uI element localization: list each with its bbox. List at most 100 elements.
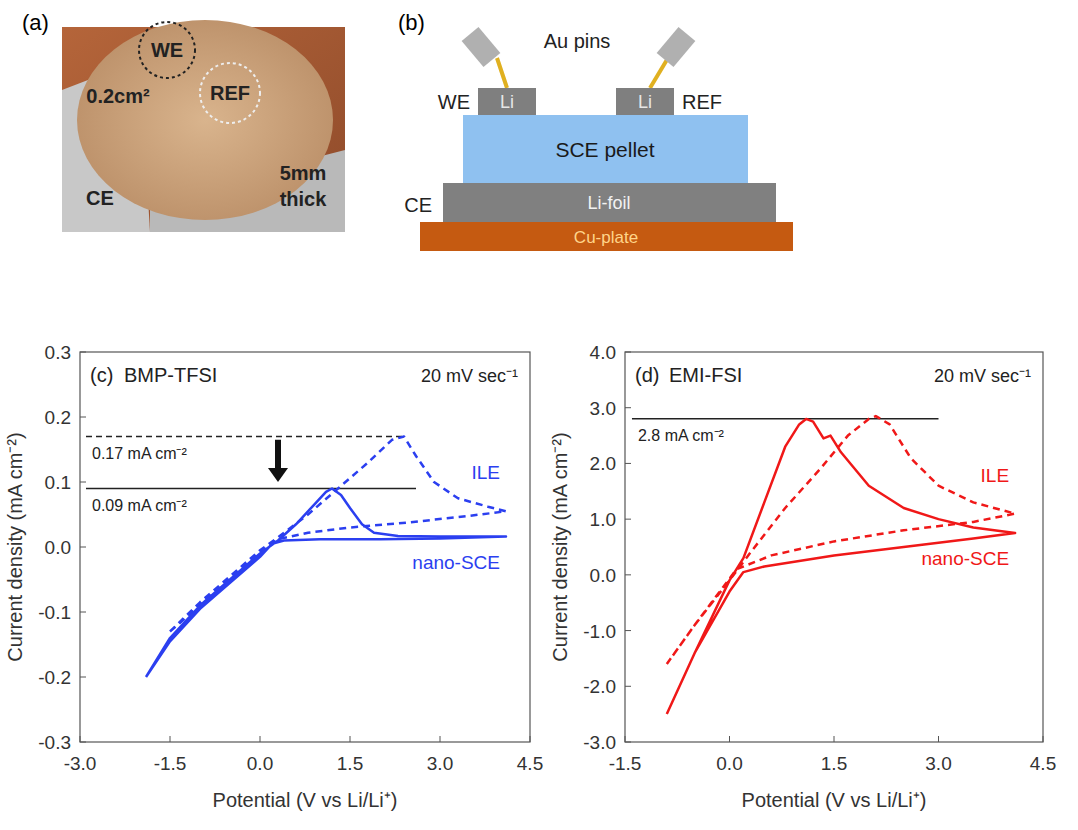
thickness-line: thick — [280, 188, 328, 210]
scan-rate: 20 mV sec⁻¹ — [934, 366, 1031, 386]
pins-label: Au pins — [544, 30, 611, 52]
li-label: Li — [500, 92, 514, 112]
y-tick — [625, 742, 631, 743]
plot-area — [86, 437, 506, 678]
panel-letter: (d) — [635, 364, 659, 386]
thickness-line: 5mm — [280, 162, 327, 184]
reference-line — [86, 488, 416, 490]
pellet-label: SCE pellet — [555, 138, 654, 161]
ce-label: CE — [86, 187, 114, 209]
ref-label: REF — [682, 91, 722, 113]
y-tick — [80, 612, 86, 613]
x-tick — [625, 736, 626, 742]
area-label: 0.2cm² — [86, 85, 150, 107]
cu-plate — [420, 222, 793, 251]
scan-rate: 20 mV sec⁻¹ — [421, 366, 518, 386]
y-tick-label: 0.3 — [45, 342, 71, 363]
x-tick-label: -1.5 — [154, 753, 187, 774]
y-tick-label: 3.0 — [590, 398, 616, 419]
y-tick-label: 1.0 — [590, 509, 616, 530]
annotation-label: 0.17 mA cm⁻² — [92, 445, 187, 462]
series-label: ILE — [981, 465, 1010, 486]
y-tick-label: 0.0 — [45, 537, 71, 558]
photo-panel: (a) WE REF 0.2cm² CE 5mm thick — [22, 10, 345, 232]
sce-pellet — [463, 115, 748, 183]
arrow — [268, 440, 288, 482]
ce-label: CE — [404, 194, 432, 216]
y-tick-label: -0.1 — [38, 602, 71, 623]
x-axis-title: Potential (V vs Li/Li⁺) — [213, 789, 398, 811]
x-tick — [80, 736, 81, 742]
y-axis-title: Current density (mA cm⁻²) — [4, 432, 26, 661]
y-tick — [625, 519, 631, 520]
y-tick-label: 0.2 — [45, 407, 71, 428]
panel-letter: (b) — [398, 10, 425, 35]
y-axis-title: Current density (mA cm⁻²) — [549, 432, 571, 661]
series-line — [170, 437, 506, 632]
series-label: nano-SCE — [412, 552, 500, 573]
panel-letter: (a) — [22, 10, 49, 35]
x-tick-label: 3.0 — [427, 753, 453, 774]
plate-label: Cu-plate — [574, 228, 638, 247]
y-tick-label: 0.1 — [45, 472, 71, 493]
x-tick — [530, 736, 531, 742]
chart-title: EMI-FSI — [669, 364, 742, 386]
y-tick-label: 2.0 — [590, 453, 616, 474]
y-tick — [625, 352, 631, 353]
y-tick-label: -1.0 — [583, 621, 616, 642]
x-tick — [834, 736, 835, 742]
x-tick — [350, 736, 351, 742]
annotation-label: 2.8 mA cm⁻² — [638, 427, 725, 444]
x-tick-label: 4.5 — [517, 753, 543, 774]
li-label: Li — [638, 92, 652, 112]
pellet-photo — [77, 20, 333, 220]
ref-label: REF — [210, 82, 250, 104]
plot-frame — [625, 352, 1043, 742]
y-tick — [80, 547, 86, 548]
we-label: WE — [438, 91, 470, 113]
plot-area — [632, 416, 1015, 714]
x-tick-label: 3.0 — [925, 753, 951, 774]
plot-frame — [80, 352, 530, 742]
x-tick — [938, 736, 939, 742]
x-tick-label: 4.5 — [1030, 753, 1056, 774]
arrow-head — [268, 468, 288, 482]
diagram-panel: (b) Au pins Li Li WE REF SCE pellet Li-foil CE Cu… — [398, 10, 793, 251]
chart-title: BMP-TFSI — [124, 364, 217, 386]
y-tick-label: -0.3 — [38, 732, 71, 753]
y-tick — [625, 630, 631, 631]
series-label: ILE — [471, 462, 500, 483]
li-electrode — [616, 88, 674, 115]
pin — [657, 27, 696, 67]
x-tick-label: 0.0 — [247, 753, 273, 774]
x-tick — [260, 736, 261, 742]
series-line — [667, 419, 1015, 714]
x-tick — [1043, 736, 1044, 742]
x-tick — [440, 736, 441, 742]
y-tick-label: -0.2 — [38, 667, 71, 688]
au-wire — [650, 58, 668, 88]
figure: (a) WE REF 0.2cm² CE 5mm thick (b) Au pins Li Li WE… — [0, 0, 1078, 830]
reference-line — [86, 436, 404, 438]
y-tick — [80, 742, 86, 743]
y-tick — [80, 352, 86, 353]
li-electrode — [478, 88, 536, 115]
y-tick — [625, 463, 631, 464]
x-tick-label: 1.5 — [821, 753, 847, 774]
x-tick-label: 1.5 — [337, 753, 363, 774]
chart: -3.0 -1.5 0.0 1.5 3.0 4.5 -0.3 -0.2 -0.1 0.0 0.1 0.… — [4, 342, 543, 811]
x-axis-title: Potential (V vs Li/Li⁺) — [742, 789, 927, 811]
we-circle — [139, 22, 195, 78]
thickness-label: 5mm thick — [280, 162, 328, 210]
y-tick — [80, 677, 86, 678]
foil-label: Li-foil — [587, 193, 630, 213]
annotation-label: 0.09 mA cm⁻² — [92, 497, 187, 514]
y-tick — [80, 482, 86, 483]
panel-letter: (c) — [90, 364, 113, 386]
series-line — [146, 489, 506, 678]
au-wire — [497, 58, 507, 88]
y-tick — [625, 686, 631, 687]
we-label: WE — [151, 39, 183, 61]
x-tick-label: -3.0 — [64, 753, 97, 774]
x-tick — [729, 736, 730, 742]
